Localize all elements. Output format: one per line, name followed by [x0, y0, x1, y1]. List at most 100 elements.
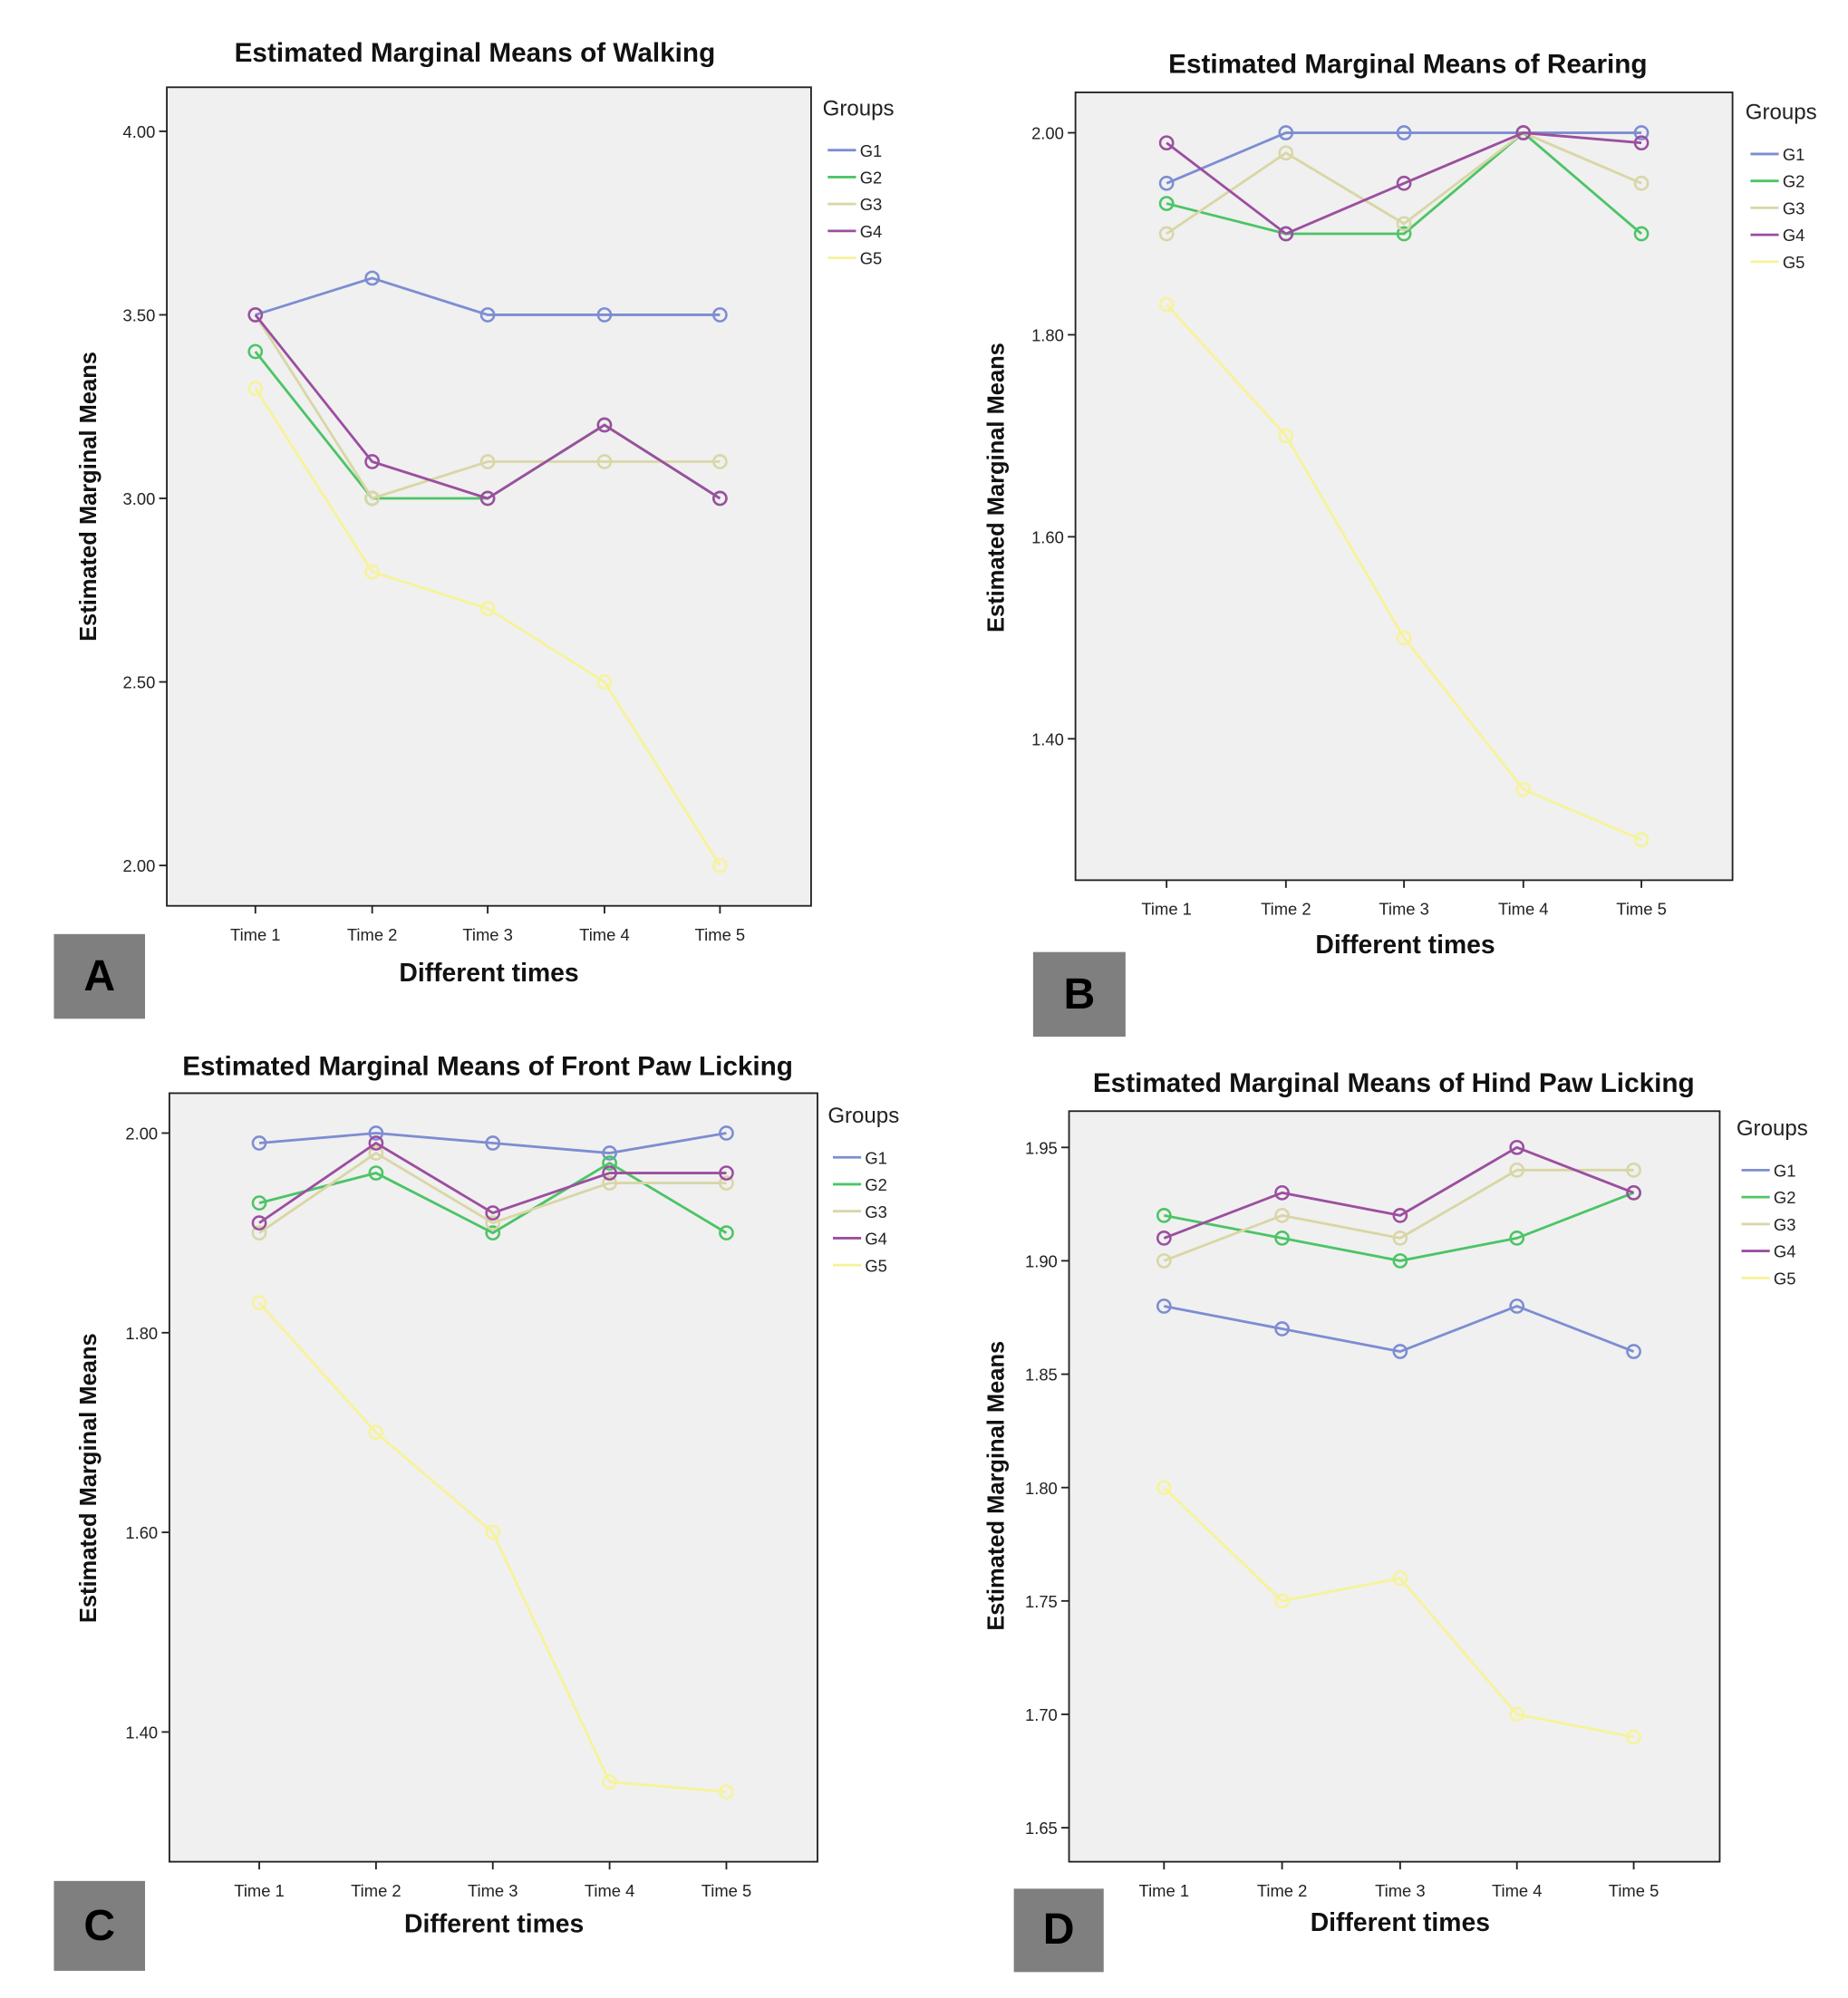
- legend-label-G1: G1: [860, 141, 883, 160]
- series-G5: [247, 381, 728, 874]
- y-axis-label: Estimated Marginal Means: [76, 1333, 102, 1623]
- series-G5: [1158, 296, 1650, 848]
- data-point-G3: [251, 1225, 267, 1241]
- legend-label-G1: G1: [1783, 145, 1805, 164]
- x-axis-label: Different times: [404, 1909, 584, 1938]
- legend: Groups G1 G2 G3 G4 G5: [1737, 1116, 1808, 1288]
- data-point-G4: [719, 1165, 734, 1181]
- data-point-G3: [1392, 1231, 1408, 1246]
- data-point-G1: [596, 307, 613, 323]
- x-tick-label: Time 1: [230, 925, 281, 944]
- panel-label-b: B: [1032, 951, 1126, 1038]
- series-G4: [251, 1135, 734, 1231]
- data-point-G1: [1396, 125, 1412, 140]
- legend-label-G5: G5: [860, 249, 883, 268]
- y-tick-label: 1.75: [1025, 1592, 1058, 1611]
- data-point-G1: [364, 270, 380, 286]
- data-point-G4: [479, 490, 496, 507]
- data-point-G5: [1633, 832, 1650, 848]
- series-G3: [251, 1145, 734, 1241]
- y-tick-label: 1.85: [1025, 1366, 1058, 1385]
- x-axis-label: Different times: [1315, 931, 1495, 960]
- data-point-G2: [1158, 196, 1175, 211]
- series-G1: [1156, 1298, 1641, 1359]
- series-line-G1: [258, 1132, 727, 1154]
- data-point-G2: [251, 1195, 267, 1211]
- chart-panel-3: Estimated Marginal Means of Front Paw Li…: [76, 1052, 899, 1939]
- data-point-G2: [1392, 1253, 1408, 1269]
- data-point-G4: [1392, 1208, 1408, 1223]
- y-tick-label: 1.95: [1025, 1138, 1058, 1157]
- data-point-G3: [719, 1175, 734, 1191]
- y-tick-label: 2.50: [123, 673, 156, 692]
- data-point-G4: [364, 454, 380, 469]
- data-point-G1: [368, 1125, 384, 1141]
- legend-label-G3: G3: [1783, 198, 1805, 217]
- data-point-G5: [1156, 1480, 1172, 1496]
- data-point-G1: [719, 1125, 734, 1141]
- x-tick-label: Time 2: [1257, 1881, 1308, 1900]
- data-point-G5: [247, 381, 264, 396]
- data-point-G3: [479, 454, 496, 469]
- y-tick-label: 1.70: [1025, 1705, 1058, 1724]
- data-point-G5: [1278, 428, 1294, 444]
- legend-title: Groups: [1737, 1116, 1808, 1141]
- x-axis-label: Different times: [1311, 1908, 1490, 1937]
- y-tick-label: 2.00: [1031, 124, 1064, 143]
- data-point-G5: [1515, 781, 1532, 797]
- data-point-G3: [1509, 1162, 1525, 1178]
- data-point-G5: [596, 674, 613, 690]
- y-axis-label: Estimated Marginal Means: [76, 352, 102, 642]
- series-G1: [251, 1125, 734, 1161]
- data-point-G4: [368, 1135, 384, 1151]
- legend-label-G2: G2: [860, 168, 883, 187]
- data-point-G1: [479, 307, 496, 323]
- x-tick-label: Time 4: [579, 925, 630, 944]
- data-point-G1: [1509, 1298, 1525, 1314]
- y-tick-label: 1.90: [1025, 1252, 1058, 1271]
- legend-label-G4: G4: [860, 222, 883, 241]
- data-point-G3: [596, 454, 613, 469]
- data-point-G2: [485, 1225, 501, 1241]
- data-point-G4: [247, 307, 264, 323]
- y-tick-label: 1.40: [1031, 729, 1064, 748]
- x-tick-label: Time 2: [351, 1881, 402, 1900]
- data-point-G4: [1626, 1184, 1641, 1201]
- legend-label-G2: G2: [1783, 172, 1805, 191]
- y-tick-label: 3.50: [123, 306, 156, 325]
- series-G5: [1156, 1480, 1641, 1745]
- legend-title: Groups: [827, 1104, 899, 1128]
- legend-label-G4: G4: [1783, 226, 1805, 245]
- data-point-G5: [368, 1424, 384, 1441]
- data-point-G4: [1278, 226, 1294, 242]
- y-tick-label: 1.65: [1025, 1819, 1058, 1838]
- data-point-G1: [1278, 125, 1294, 140]
- data-point-G2: [1396, 226, 1412, 242]
- data-point-G1: [251, 1135, 267, 1151]
- x-tick-label: Time 5: [701, 1881, 752, 1900]
- legend-label-G5: G5: [1774, 1269, 1796, 1288]
- y-tick-label: 4.00: [123, 122, 156, 141]
- data-point-G1: [1626, 1344, 1641, 1359]
- plot-area: [168, 1092, 818, 1863]
- data-point-G5: [1626, 1729, 1641, 1745]
- data-point-G4: [602, 1165, 617, 1181]
- panel-label-a: A: [53, 933, 146, 1019]
- x-tick-label: Time 3: [1379, 900, 1429, 919]
- y-tick-label: 2.00: [123, 856, 156, 875]
- legend-label-G4: G4: [865, 1230, 887, 1249]
- data-point-G2: [368, 1165, 384, 1181]
- data-point-G3: [364, 490, 380, 507]
- data-point-G5: [1158, 296, 1175, 313]
- legend-title: Groups: [823, 96, 895, 121]
- data-point-G1: [1158, 175, 1175, 191]
- data-point-G1: [712, 307, 728, 323]
- x-tick-label: Time 4: [585, 1881, 635, 1900]
- series-line-G2: [258, 1161, 728, 1235]
- legend-label-G3: G3: [1774, 1215, 1796, 1234]
- x-tick-label: Time 1: [1141, 900, 1192, 919]
- y-tick-label: 1.80: [1031, 326, 1064, 345]
- series-G3: [1156, 1162, 1641, 1269]
